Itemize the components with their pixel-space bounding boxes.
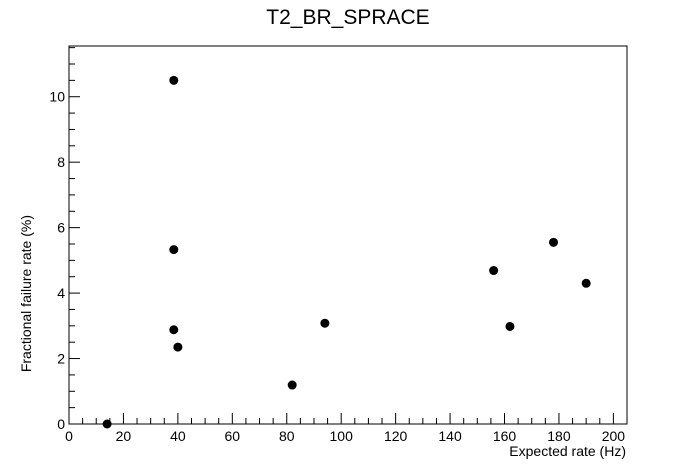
data-point — [102, 419, 112, 429]
plot-frame — [68, 45, 628, 425]
data-point — [320, 318, 330, 328]
x-axis-label: Expected rate (Hz) — [509, 443, 626, 459]
x-tick-label: 80 — [279, 428, 295, 444]
x-tick-label: 20 — [116, 428, 132, 444]
x-tick-label: 40 — [170, 428, 186, 444]
x-tick-label: 100 — [330, 428, 354, 444]
y-tick-label: 6 — [57, 220, 65, 236]
data-point — [489, 266, 499, 276]
x-tick-label: 160 — [493, 428, 517, 444]
x-tick-label: 140 — [438, 428, 462, 444]
y-tick-label: 10 — [49, 89, 65, 105]
x-tick-label: 180 — [547, 428, 571, 444]
data-points — [102, 75, 591, 429]
data-point — [173, 342, 183, 352]
tick-labels: 0 20 40 60 80 100 120 140 160 180 200 0 2 4 6 8 10 — [49, 89, 625, 444]
data-point — [505, 321, 515, 331]
data-point — [169, 325, 179, 335]
x-tick-label: 0 — [65, 428, 73, 444]
chart-title: T2_BR_SPRACE — [266, 6, 429, 29]
data-point — [169, 245, 179, 255]
y-tick-label: 0 — [57, 416, 65, 432]
y-tick-label: 2 — [57, 351, 65, 367]
y-tick-label: 8 — [57, 154, 65, 170]
data-point — [169, 75, 179, 85]
y-axis-label: Fractional failure rate (%) — [18, 215, 34, 372]
y-tick-label: 4 — [57, 285, 65, 301]
data-point — [549, 237, 559, 247]
x-tick-label: 200 — [602, 428, 626, 444]
x-tick-label: 60 — [225, 428, 241, 444]
data-point — [287, 380, 297, 390]
data-point — [581, 278, 591, 288]
x-tick-label: 120 — [384, 428, 408, 444]
axis-ticks — [68, 47, 628, 425]
